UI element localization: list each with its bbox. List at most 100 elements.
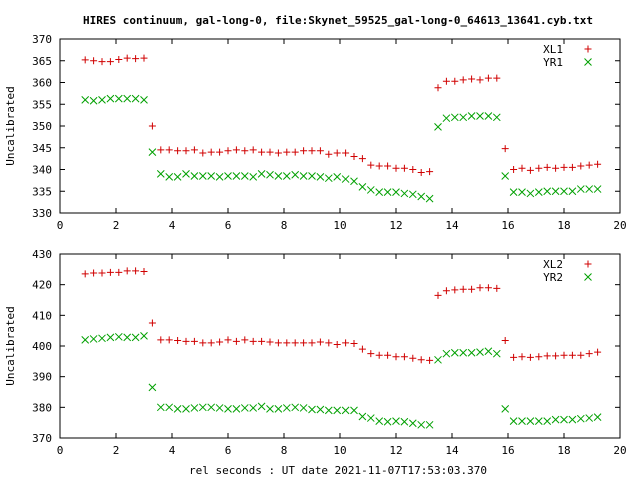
y-tick-label: 350 — [32, 120, 52, 133]
data-point-yr1 — [534, 188, 543, 196]
data-point-xl2 — [476, 284, 484, 292]
data-point-yr1 — [308, 172, 316, 180]
data-point-xl2 — [90, 269, 98, 277]
data-point-xl1 — [375, 162, 383, 170]
data-point-yr1 — [560, 187, 568, 196]
x-tick-label: 14 — [445, 444, 459, 457]
data-point-yr1 — [240, 172, 249, 180]
data-point-yr1 — [341, 175, 350, 183]
data-point-xl1 — [300, 147, 308, 155]
data-point-yr2 — [232, 405, 241, 413]
data-point-yr2 — [207, 403, 216, 412]
data-point-yr1 — [450, 113, 459, 122]
data-point-yr2 — [89, 335, 98, 343]
data-point-yr2 — [366, 414, 375, 422]
y-axis-label: Uncalibrated — [4, 86, 17, 165]
y-tick-label: 330 — [32, 207, 52, 220]
data-point-yr1 — [434, 123, 442, 131]
data-point-xl2 — [148, 319, 156, 327]
data-point-xl1 — [409, 166, 417, 173]
data-point-xl2 — [224, 336, 232, 344]
y-tick-label: 410 — [32, 309, 52, 322]
data-point-yr2 — [560, 415, 568, 424]
data-point-xl1 — [476, 76, 484, 84]
data-point-yr1 — [375, 188, 384, 196]
x-tick-label: 20 — [613, 219, 626, 232]
data-point-xl1 — [518, 164, 526, 172]
data-point-xl1 — [358, 155, 366, 163]
data-point-yr2 — [576, 414, 585, 423]
data-point-xl1 — [526, 166, 534, 174]
data-point-yr2 — [400, 417, 409, 426]
data-point-yr2 — [341, 406, 350, 415]
data-point-xl2 — [384, 351, 392, 359]
data-point-yr2 — [173, 405, 182, 413]
data-point-xl2 — [316, 338, 324, 346]
data-point-yr1 — [123, 94, 132, 103]
data-point-yr2 — [585, 414, 594, 422]
data-point-xl1 — [535, 164, 543, 172]
x-tick-label: 8 — [281, 444, 288, 457]
data-point-xl2 — [568, 351, 576, 359]
data-point-yr2 — [518, 417, 526, 425]
data-point-xl2 — [266, 338, 274, 346]
data-point-yr2 — [274, 405, 283, 413]
data-point-xl1 — [552, 164, 560, 172]
data-point-yr2 — [467, 348, 476, 357]
data-point-xl1 — [560, 163, 568, 171]
data-point-xl1 — [81, 56, 89, 64]
data-point-yr2 — [425, 420, 434, 429]
data-point-yr2 — [534, 417, 543, 425]
data-point-xl2 — [182, 337, 190, 345]
data-point-xl2 — [417, 356, 425, 364]
data-point-xl1 — [207, 148, 215, 156]
y-tick-label: 355 — [32, 98, 52, 111]
data-point-xl1 — [106, 58, 114, 66]
x-axis-label: rel seconds : UT date 2021-11-07T17:53:0… — [189, 464, 487, 477]
data-point-yr2 — [224, 405, 232, 413]
data-point-yr2 — [282, 404, 291, 412]
data-point-yr2 — [484, 347, 493, 356]
data-point-xl1 — [392, 164, 400, 172]
data-point-xl1 — [384, 162, 392, 170]
bottom-panel: 0 2 4 6 8 10 12 14 16 18 20 370 380 390 400 410 420 430 Un… — [4, 248, 627, 457]
chart-title: HIRES continuum, gal-long-0, file:Skynet… — [83, 14, 593, 27]
data-point-xl1 — [585, 161, 593, 169]
data-point-xl1 — [434, 84, 442, 92]
data-point-xl1 — [224, 147, 232, 155]
data-point-xl2 — [585, 350, 593, 358]
data-point-xl1 — [241, 147, 249, 155]
data-point-xl1 — [451, 77, 459, 85]
data-point-xl2 — [543, 352, 551, 360]
x-tick-label: 4 — [169, 444, 176, 457]
data-point-yr2 — [459, 348, 468, 357]
data-point-xl2 — [510, 353, 518, 361]
data-point-xl2 — [484, 284, 492, 292]
data-point-yr1 — [316, 173, 325, 181]
data-point-yr2 — [98, 334, 106, 343]
data-point-yr1 — [291, 170, 300, 179]
data-point-xl1 — [140, 54, 148, 62]
data-point-xl2 — [274, 339, 282, 347]
data-point-xl2 — [300, 339, 308, 347]
data-point-xl1 — [249, 146, 257, 154]
x-tick-label: 2 — [113, 219, 120, 232]
data-point-xl1 — [157, 146, 165, 154]
data-point-xl2 — [552, 352, 560, 360]
x-tick-label: 12 — [389, 444, 402, 457]
data-point-yr1 — [467, 112, 476, 120]
data-point-yr2 — [257, 402, 266, 411]
data-point-yr1 — [417, 192, 426, 201]
data-point-yr2 — [358, 412, 367, 421]
data-point-yr1 — [459, 113, 468, 122]
data-point-yr1 — [140, 96, 148, 104]
data-point-xl2 — [199, 339, 207, 347]
data-point-yr1 — [198, 172, 207, 180]
data-point-yr1 — [148, 148, 157, 156]
data-point-yr1 — [207, 172, 216, 180]
data-point-yr1 — [400, 189, 409, 198]
plot-frame — [59, 253, 621, 439]
x-tick-label: 4 — [169, 219, 176, 232]
x-tick-label: 6 — [225, 444, 232, 457]
